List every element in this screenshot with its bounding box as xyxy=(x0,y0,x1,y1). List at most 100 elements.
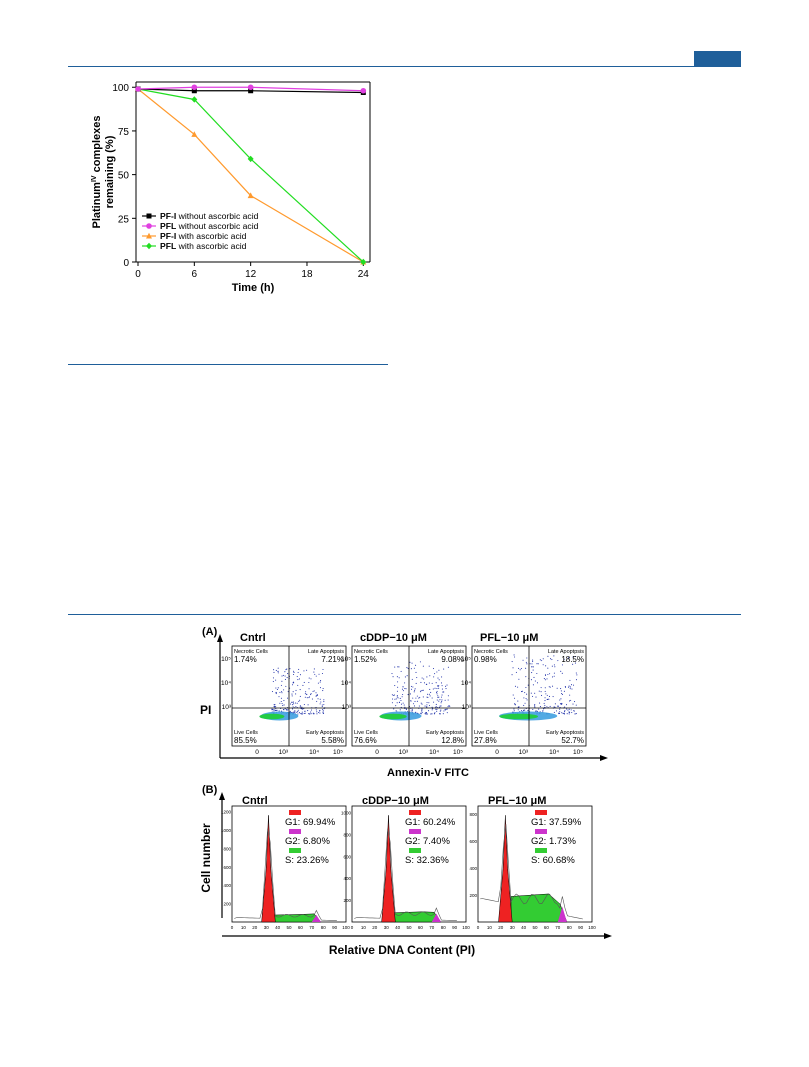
scatter-point xyxy=(513,710,515,712)
scatter-point xyxy=(303,703,305,706)
scatter-point xyxy=(428,704,431,707)
x-tick-label: 100 xyxy=(342,925,350,930)
scatter-point xyxy=(433,713,435,715)
x-tick-label: 50 xyxy=(286,925,292,930)
scatter-point xyxy=(294,711,296,713)
scatter-point xyxy=(434,712,436,714)
scatter-point xyxy=(431,697,433,699)
scatter-point xyxy=(316,694,318,697)
g1-percentage: G1: 60.24% xyxy=(405,817,456,828)
x-tick-label: 20 xyxy=(252,925,258,930)
scatter-point xyxy=(431,682,433,684)
x-tick-label: 20 xyxy=(372,925,378,930)
scatter-point xyxy=(286,668,288,670)
scatter-point xyxy=(412,697,414,699)
x-tick-label: 0 xyxy=(375,749,379,756)
scatter-point xyxy=(569,694,571,696)
y-tick-label: 10⁵ xyxy=(461,656,471,663)
scatter-point xyxy=(411,709,413,711)
panel-a-xlabel: Annexin-V FITC xyxy=(387,767,469,779)
scatter-point xyxy=(444,699,446,701)
scatter-point xyxy=(394,666,396,668)
scatter-point xyxy=(517,700,519,702)
scatter-point xyxy=(295,689,297,691)
scatter-point xyxy=(443,710,445,712)
scatter-point xyxy=(319,687,322,689)
scatter-point xyxy=(438,687,440,689)
scatter-point xyxy=(544,679,546,681)
scatter-point xyxy=(401,688,404,690)
scatter-point xyxy=(406,675,408,677)
scatter-point xyxy=(393,694,396,696)
scatter-point xyxy=(543,708,545,710)
scatter-point xyxy=(435,703,437,706)
scatter-point xyxy=(393,708,395,710)
data-point xyxy=(360,87,367,94)
scatter-point xyxy=(553,711,555,713)
scatter-point xyxy=(513,697,516,699)
scatter-point xyxy=(395,698,397,700)
quadrant-label-early: Early Apoptosis xyxy=(546,730,584,736)
scatter-point xyxy=(518,706,520,708)
scatter-point xyxy=(512,667,514,669)
scatter-point xyxy=(310,713,312,715)
scatter-point xyxy=(538,690,540,692)
scatter-point xyxy=(547,655,549,657)
y-tick-label: 75 xyxy=(118,127,130,138)
scatter-point xyxy=(511,674,513,676)
series-line xyxy=(137,88,364,263)
panel-a-y-arrowhead xyxy=(217,634,223,642)
scatter-point xyxy=(430,691,432,694)
scatter-point xyxy=(277,687,279,689)
g2-peak xyxy=(311,915,321,922)
panel-b-x-arrowhead xyxy=(604,933,612,939)
scatter-point xyxy=(517,709,519,711)
scatter-point xyxy=(413,691,415,693)
scatter-point xyxy=(538,708,540,710)
scatter-point xyxy=(545,693,547,695)
scatter-point xyxy=(283,699,285,702)
scatter-point xyxy=(276,688,278,691)
scatter-point xyxy=(416,677,418,679)
scatter-point xyxy=(535,710,537,712)
scatter-point xyxy=(568,711,570,713)
scatter-point xyxy=(275,679,277,681)
scatter-point xyxy=(279,691,281,693)
panel-b-y-arrowhead xyxy=(219,792,225,800)
scatter-point xyxy=(527,684,529,686)
bottom-rule xyxy=(68,614,741,615)
scatter-point xyxy=(322,687,324,690)
scatter-point xyxy=(539,702,541,704)
scatter-point xyxy=(546,694,548,696)
scatter-point xyxy=(287,691,289,693)
scatter-point xyxy=(556,687,558,689)
scatter-point xyxy=(291,708,294,710)
scatter-point xyxy=(303,712,305,715)
scatter-point xyxy=(308,697,310,699)
scatter-point xyxy=(575,679,578,681)
scatter-point xyxy=(308,677,310,679)
scatter-point xyxy=(295,693,297,695)
plot-frame xyxy=(351,805,467,923)
scatter-point xyxy=(518,678,520,680)
scatter-point xyxy=(322,668,324,671)
scatter-point xyxy=(416,695,418,697)
quadrant-label-late: Late Apoptpsis xyxy=(428,649,464,655)
scatter-point xyxy=(281,691,283,693)
data-point xyxy=(135,86,141,92)
x-tick-label: 10³ xyxy=(279,749,289,756)
scatter-point xyxy=(426,701,428,704)
scatter-point xyxy=(531,663,533,665)
scatter-point xyxy=(407,667,409,670)
scatter-point xyxy=(310,711,312,713)
scatter-point xyxy=(547,673,549,676)
scatter-point xyxy=(293,682,295,684)
quadrant-label-early: Early Apoptosis xyxy=(426,730,464,736)
scatter-point xyxy=(552,696,554,698)
scatter-point xyxy=(284,675,286,677)
scatter-point xyxy=(412,686,414,688)
